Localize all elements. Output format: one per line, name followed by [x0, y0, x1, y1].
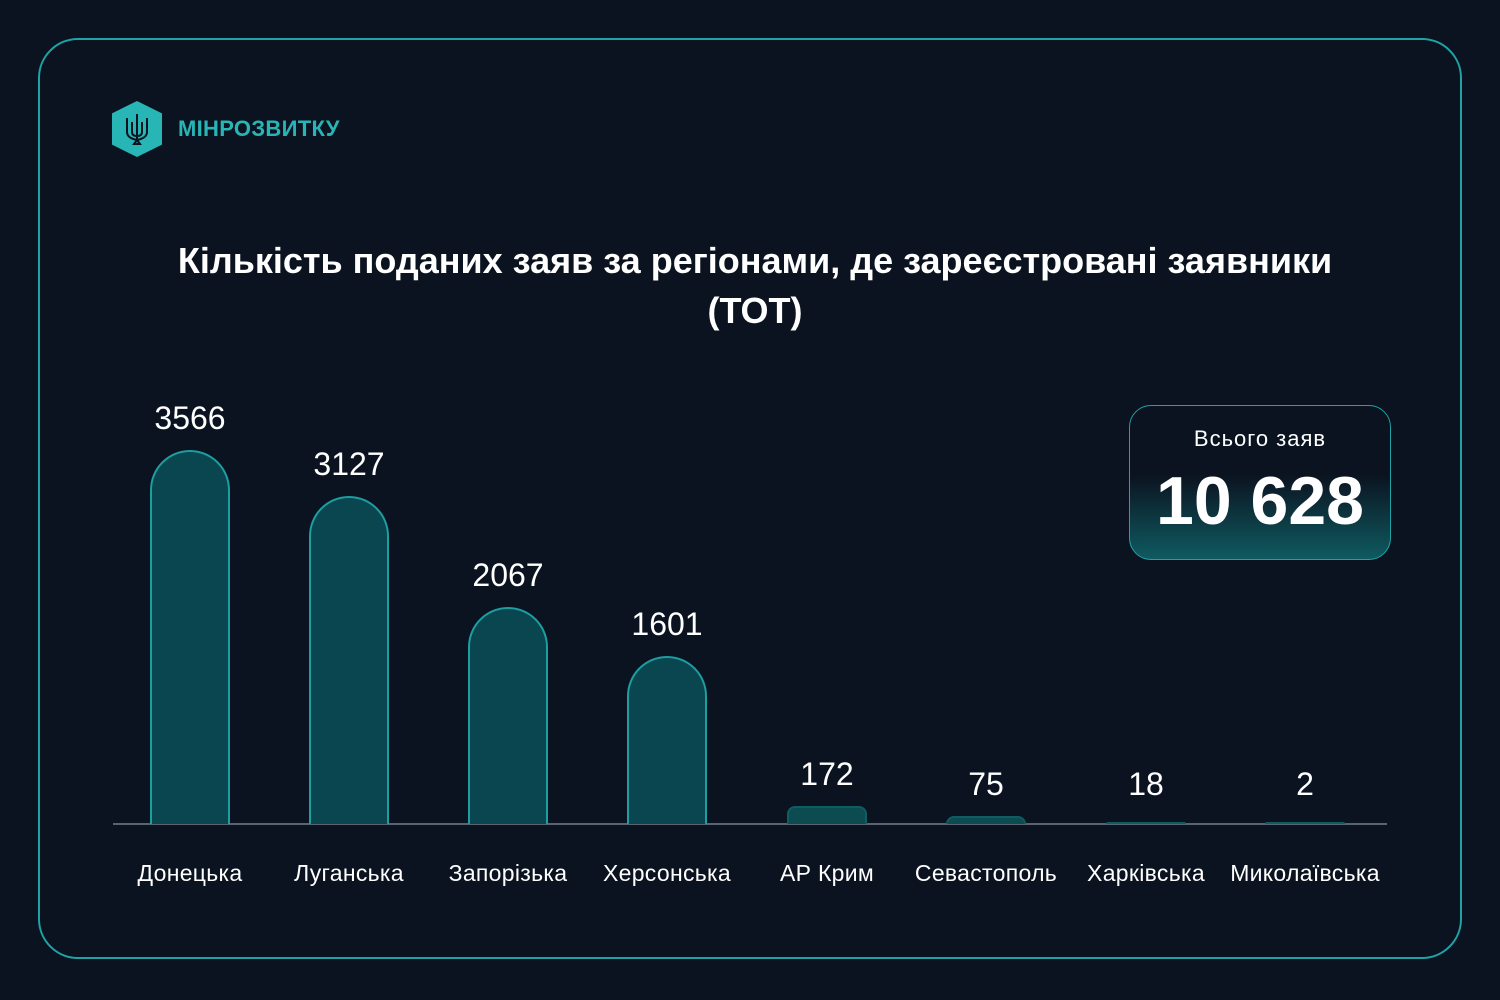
- trident-icon: [112, 101, 162, 157]
- card-frame: [38, 38, 1462, 959]
- bar-value-label: 2: [1296, 766, 1314, 802]
- category-label: Луганська: [294, 860, 404, 886]
- bar: [627, 656, 707, 824]
- category-label: Миколаївська: [1230, 860, 1380, 886]
- chart-title: Кількість поданих заяв за регіонами, де …: [177, 240, 1333, 331]
- category-label: Запорізька: [448, 860, 568, 886]
- bar: [787, 806, 867, 824]
- bar: [946, 816, 1026, 824]
- bar-value-label: 3127: [313, 446, 385, 482]
- category-label: Харківська: [1087, 860, 1205, 886]
- bar-value-label: 18: [1128, 766, 1164, 802]
- bar-value-label: 75: [968, 766, 1004, 802]
- bar-value-label: 172: [800, 756, 854, 792]
- category-label: АР Крим: [779, 860, 875, 886]
- bar-value-label: 1601: [631, 606, 703, 642]
- bar-value-label: 3566: [154, 400, 226, 436]
- total-card: Всього заяв 10 628: [1129, 405, 1391, 560]
- ministry-logo: МІНРОЗВИТКУ: [112, 101, 340, 157]
- bar: [468, 607, 548, 824]
- bar: [1106, 822, 1186, 824]
- bar-value-label: 2067: [472, 557, 544, 593]
- category-label: Севастополь: [914, 860, 1058, 886]
- bar: [150, 450, 230, 824]
- logo-text: МІНРОЗВИТКУ: [178, 116, 340, 141]
- bar: [309, 496, 389, 824]
- category-label: Херсонська: [602, 860, 732, 886]
- category-label: Донецька: [137, 860, 243, 886]
- bar: [1265, 822, 1345, 824]
- total-value: 10 628: [1156, 463, 1364, 539]
- x-axis-line: [113, 823, 1387, 825]
- total-label: Всього заяв: [1193, 426, 1327, 451]
